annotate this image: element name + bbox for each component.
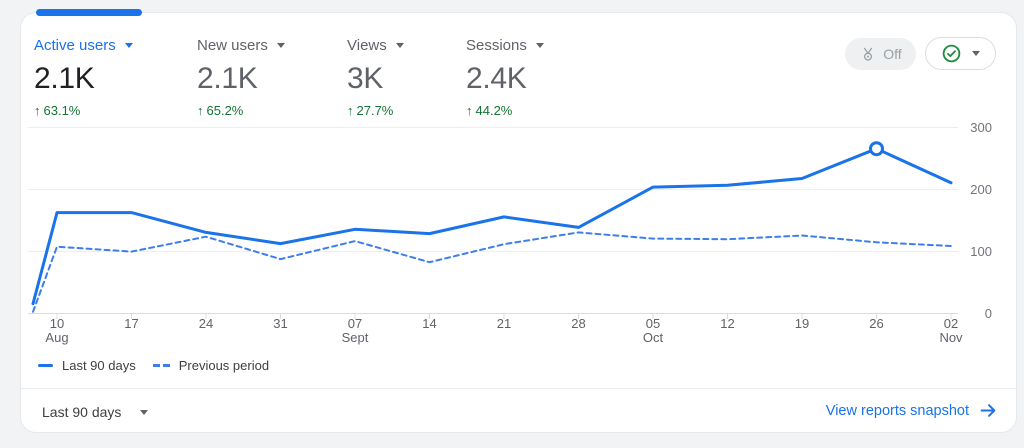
x-axis-label: 14 <box>422 316 437 331</box>
date-range-selector[interactable]: Last 90 days <box>42 403 149 421</box>
gridline-y-200 <box>28 189 958 190</box>
chevron-down-icon <box>535 43 544 48</box>
chart-legend: Last 90 days Previous period <box>38 358 269 373</box>
metric-views-selector[interactable]: Views <box>347 37 404 54</box>
arrow-right-icon <box>980 404 996 417</box>
y-axis-label: 100 <box>970 244 992 259</box>
up-arrow-icon: ↑ <box>197 103 204 118</box>
x-axis-label: 19 <box>794 316 810 331</box>
overview-card <box>20 12 1017 433</box>
insights-toggle-label: Off <box>883 46 902 62</box>
x-axis-label: 31 <box>273 316 288 331</box>
chevron-down-icon <box>972 51 980 56</box>
x-axis-label: 24 <box>198 316 214 331</box>
x-axis-label: 12 <box>720 316 735 331</box>
gridline-y-0 <box>28 313 958 314</box>
legend-dashed-line-swatch <box>152 364 170 367</box>
y-axis-label: 200 <box>970 182 992 197</box>
metric-label: Sessions <box>466 37 527 54</box>
x-axis-label: 02 Nov <box>939 316 963 345</box>
metric-change: ↑ 63.1% <box>34 103 81 118</box>
metric-new-users-selector[interactable]: New users <box>197 37 285 54</box>
metric-views: Views 3K ↑ 27.7% <box>347 37 404 118</box>
chevron-down-icon <box>124 43 133 48</box>
insights-toggle-button[interactable]: Off <box>845 38 916 70</box>
y-axis-label: 300 <box>970 120 992 135</box>
metric-value: 3K <box>347 62 384 95</box>
metric-label: Views <box>347 37 387 54</box>
up-arrow-icon: ↑ <box>466 103 473 118</box>
status-dropdown-button[interactable] <box>925 37 996 70</box>
metric-value: 2.4K <box>466 62 527 95</box>
metric-active-users: Active users 2.1K ↑ 63.1% <box>34 37 133 118</box>
up-arrow-icon: ↑ <box>34 103 41 118</box>
legend-label-current: Last 90 days <box>62 358 136 373</box>
legend-solid-line-swatch <box>38 364 53 367</box>
chevron-down-icon <box>140 409 149 415</box>
x-axis-label: 26 <box>869 316 884 331</box>
view-reports-snapshot-link[interactable]: View reports snapshot <box>826 401 998 420</box>
metric-change: ↑ 65.2% <box>197 103 244 118</box>
footer-divider <box>21 388 1016 389</box>
metric-change: ↑ 44.2% <box>466 103 513 118</box>
x-axis-label: 17 <box>124 316 139 331</box>
metric-value: 2.1K <box>197 62 258 95</box>
metric-label: Active users <box>34 37 116 54</box>
up-arrow-icon: ↑ <box>347 103 354 118</box>
chevron-down-icon <box>276 43 285 48</box>
current-period-line <box>31 147 953 306</box>
metric-sessions: Sessions 2.4K ↑ 44.2% <box>466 37 544 118</box>
metric-sessions-selector[interactable]: Sessions <box>466 37 544 54</box>
gridline-y-100 <box>28 251 958 252</box>
legend-label-previous: Previous period <box>178 358 270 373</box>
metric-value: 2.1K <box>34 62 95 95</box>
x-axis-label: 28 <box>571 316 586 331</box>
y-axis-label: 0 <box>984 306 992 321</box>
x-axis-label: 07 Sept <box>341 316 369 345</box>
highlighted-data-point[interactable] <box>869 141 884 157</box>
x-axis-label: 05 Oct <box>642 316 664 345</box>
chevron-down-icon <box>395 43 404 48</box>
x-axis-label: 10 Aug <box>45 316 69 345</box>
previous-period-line <box>32 231 952 313</box>
medal-icon <box>864 47 873 61</box>
metric-label: New users <box>197 37 268 54</box>
metric-active-users-selector[interactable]: Active users <box>34 37 133 54</box>
check-circle-icon <box>942 44 961 63</box>
date-range-label: Last 90 days <box>42 404 122 420</box>
gridline-y-300 <box>28 127 958 128</box>
x-axis-label: 21 <box>496 316 512 331</box>
metric-new-users: New users 2.1K ↑ 65.2% <box>197 37 285 118</box>
metric-change: ↑ 27.7% <box>347 103 394 118</box>
active-metric-tab-indicator <box>36 9 142 16</box>
